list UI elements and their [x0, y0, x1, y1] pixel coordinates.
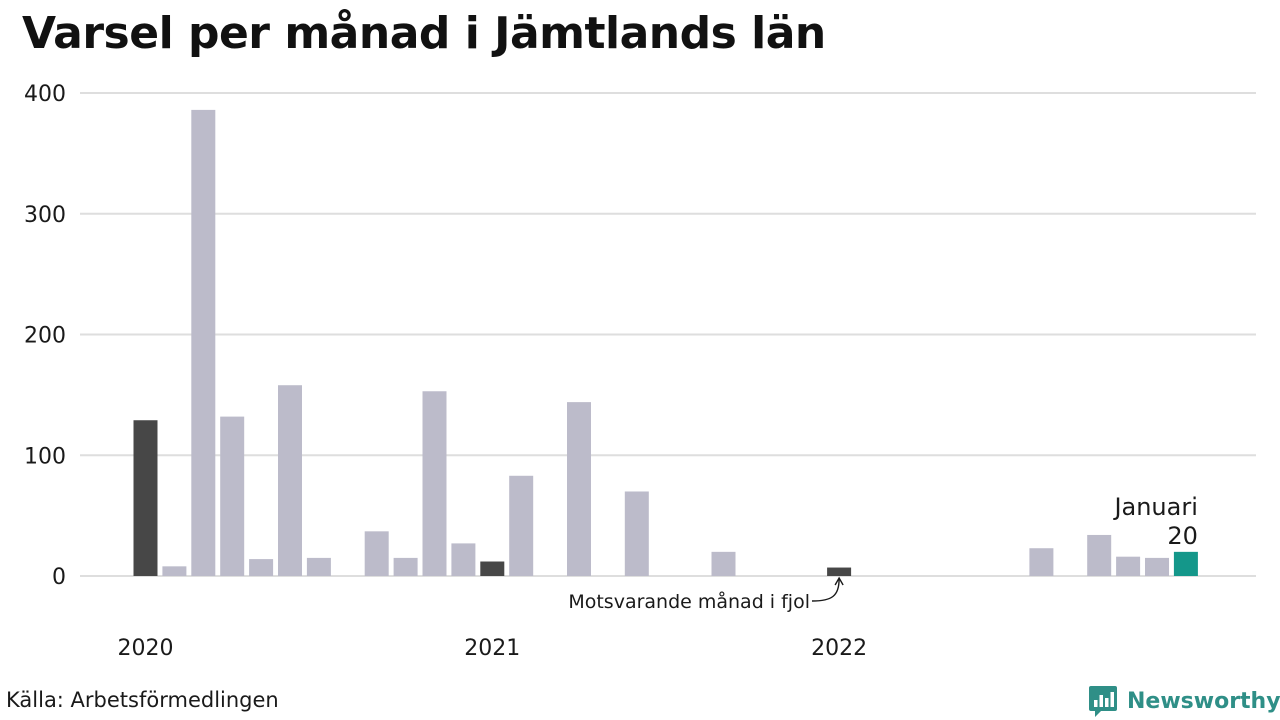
bar-2023-01	[1173, 551, 1198, 576]
chart-title: Varsel per månad i Jämtlands län	[22, 8, 826, 59]
bar-2020-01	[133, 420, 158, 576]
newsworthy-logo-icon	[1089, 686, 1117, 717]
brand-logo[interactable]: Newsworthy	[1088, 684, 1280, 718]
bars	[133, 109, 1198, 576]
x-tick-label: 2022	[811, 636, 867, 661]
bar-2021-01	[480, 561, 505, 576]
annotation-arrowhead	[834, 576, 844, 586]
y-axis: 0 100 200 300 400	[24, 82, 66, 590]
bar-2022-01	[827, 567, 852, 576]
bar-2022-11	[1116, 556, 1141, 576]
bar-2020-04	[220, 416, 245, 576]
bar-2020-07	[306, 557, 331, 576]
bar-2020-02	[162, 566, 187, 576]
y-tick-label: 0	[52, 565, 66, 590]
bar-2021-06	[624, 491, 649, 576]
highlight-value-label: 20	[1167, 522, 1198, 550]
bar-2020-09	[364, 531, 389, 576]
y-tick-label: 100	[24, 444, 66, 469]
x-axis: 2020 2021 2022	[118, 636, 868, 661]
bar-2020-05	[249, 559, 274, 576]
previous-year-annotation: Motsvarande månad i fjol	[568, 590, 810, 613]
highlight-month-label: Januari	[1112, 493, 1197, 521]
x-tick-label: 2021	[464, 636, 520, 661]
gridlines	[80, 92, 1256, 577]
y-tick-label: 200	[24, 324, 66, 349]
bar-2022-12	[1145, 557, 1169, 576]
annotation-arrow	[811, 578, 840, 602]
brand-name: Newsworthy	[1127, 688, 1280, 714]
y-tick-label: 400	[24, 82, 66, 107]
bar-2020-12	[451, 543, 476, 576]
y-tick-label: 300	[24, 203, 66, 228]
x-tick-label: 2020	[118, 636, 174, 661]
bar-2020-03	[191, 109, 216, 576]
bar-2021-02	[509, 475, 534, 576]
bar-2021-09	[711, 551, 736, 576]
bar-2021-04	[567, 402, 591, 576]
source-note: Källa: Arbetsförmedlingen	[6, 688, 279, 712]
bar-2020-10	[393, 557, 418, 576]
bar-2020-06	[278, 385, 302, 576]
bar-2022-08	[1029, 548, 1054, 576]
bar-2022-10	[1087, 534, 1112, 576]
bar-2020-11	[422, 391, 447, 576]
